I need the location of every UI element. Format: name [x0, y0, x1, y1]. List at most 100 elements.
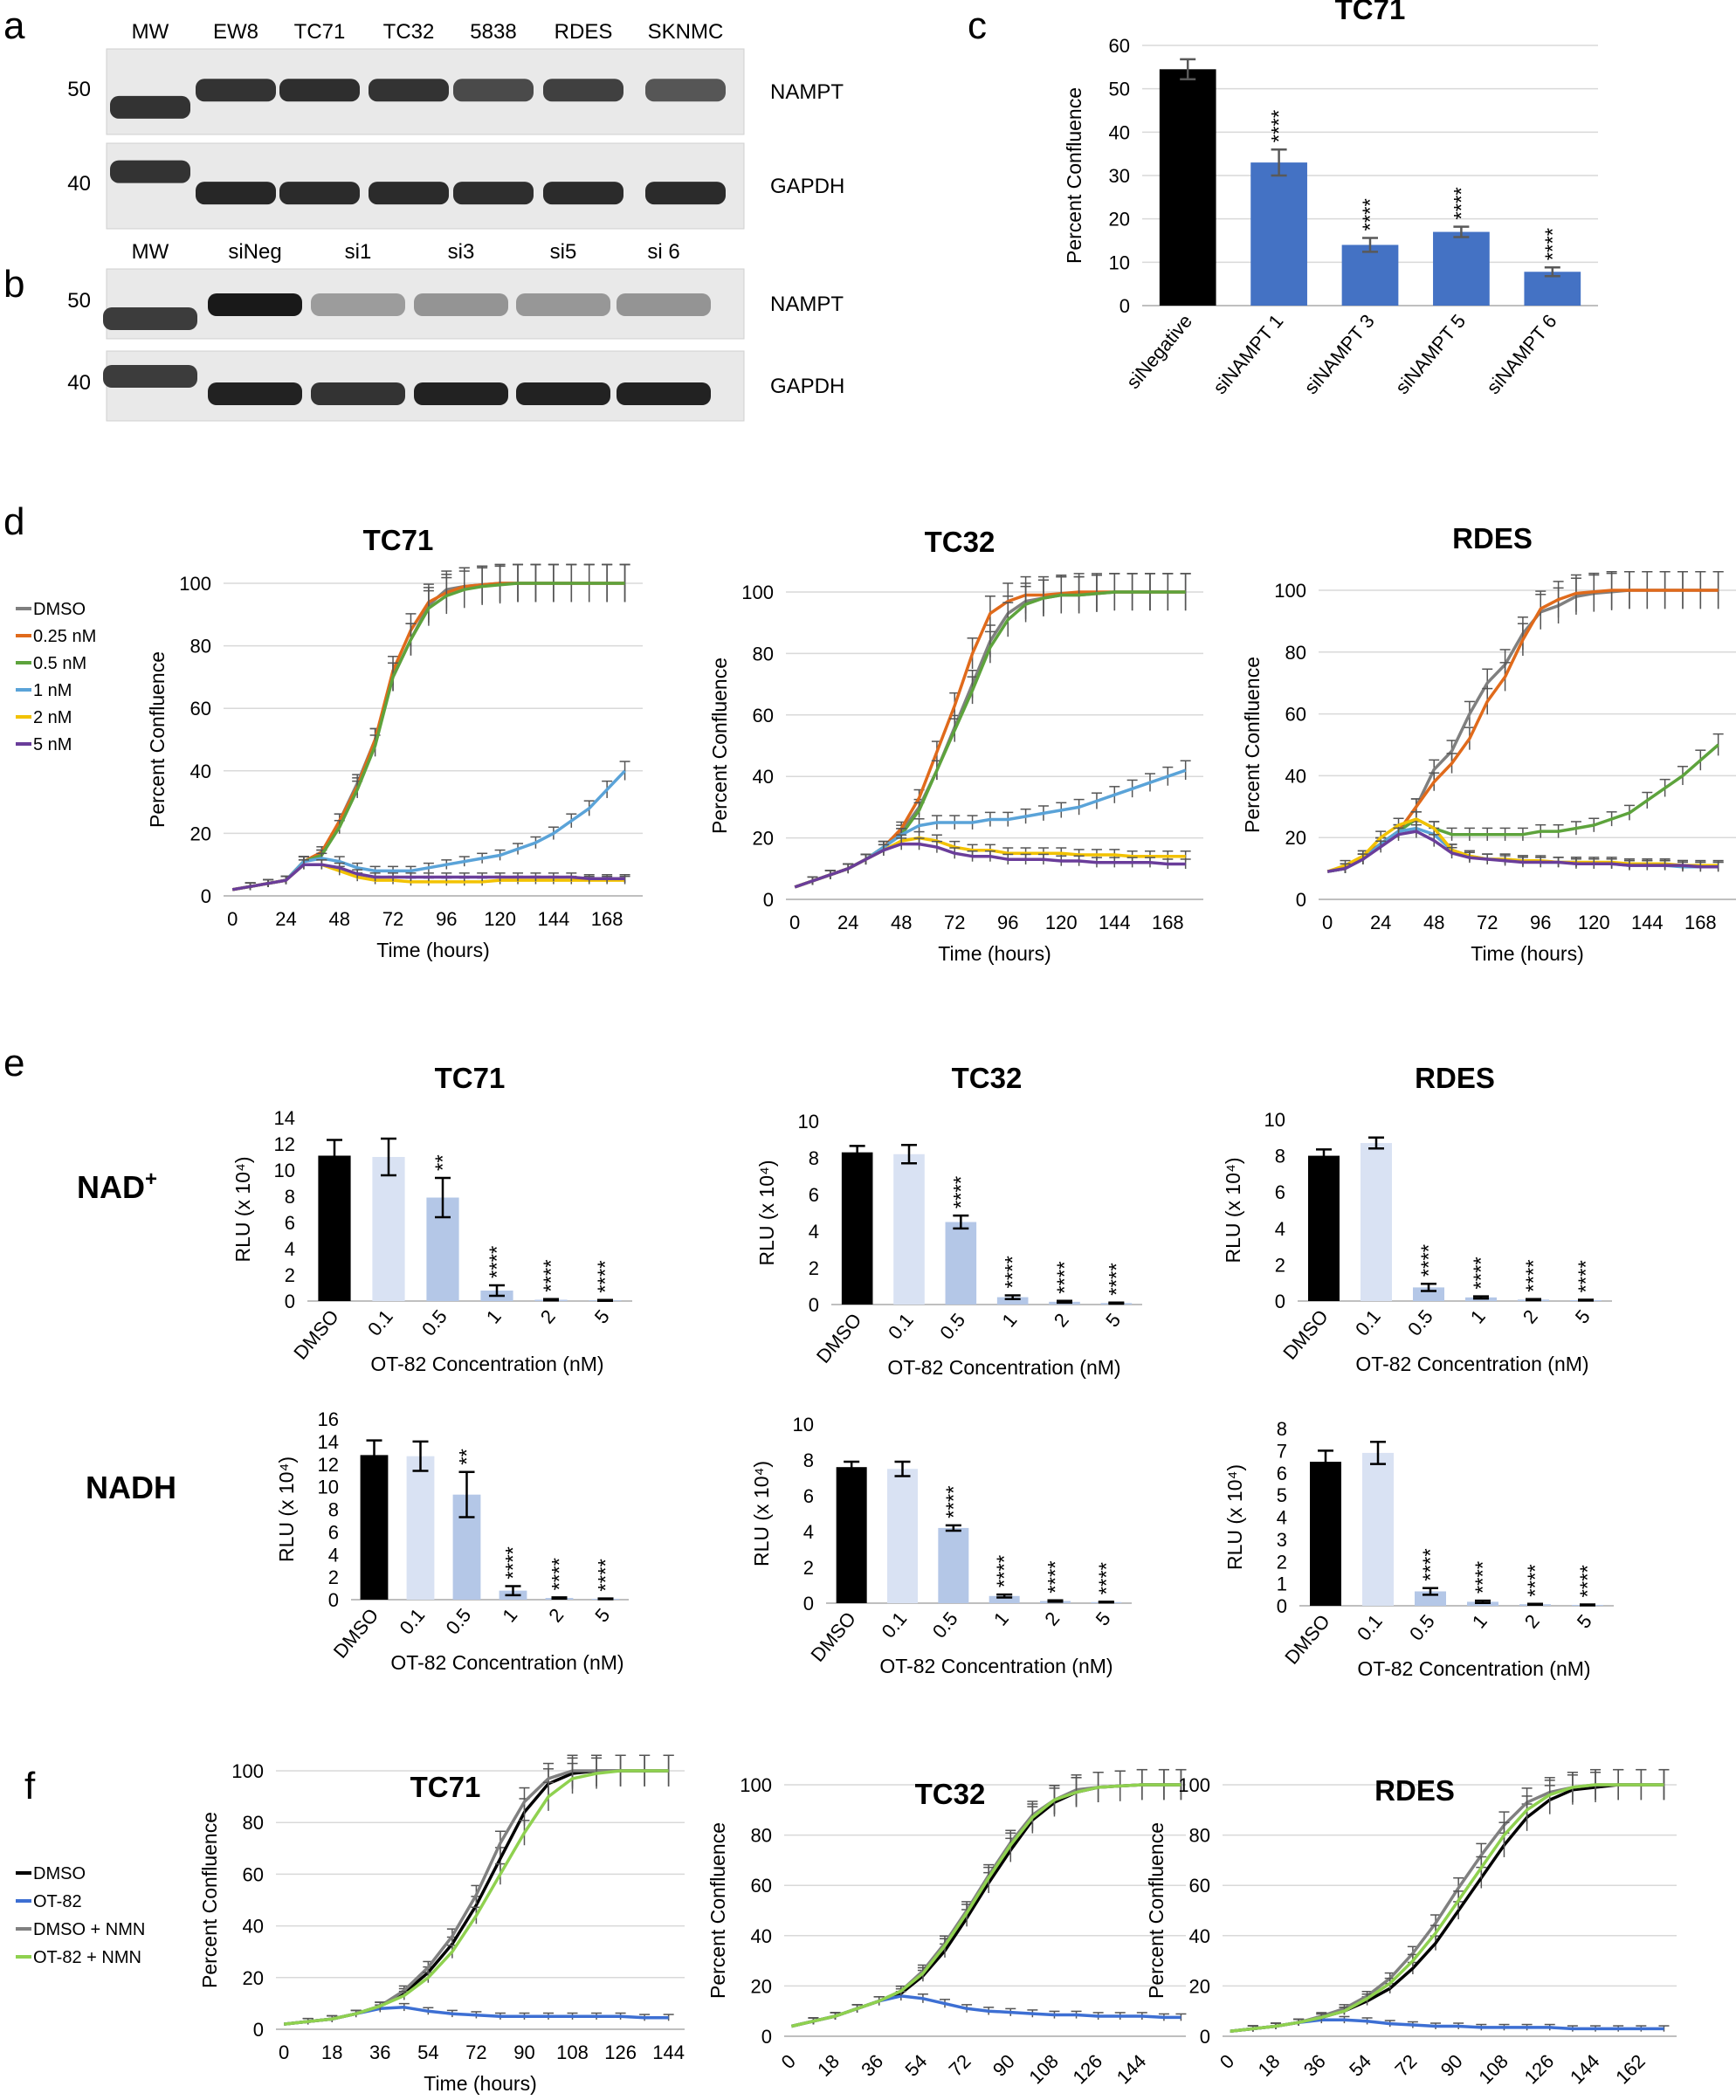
x-tick-label: siNAMPT 6: [1482, 310, 1560, 398]
bar: [1159, 69, 1216, 306]
x-tick-label: DMSO: [1278, 1305, 1333, 1364]
series-dmso: [791, 1768, 1187, 2028]
protein-label: NAMPT: [770, 293, 844, 316]
bar: [318, 1155, 351, 1301]
lane-label: TC32: [383, 20, 435, 44]
y-tick-label: 10: [793, 1414, 814, 1436]
y-axis-label: Percent Confluence: [1241, 657, 1264, 833]
chart-f2: 0 20 40 60 80 100 0 18 36 54 72 90 108 126 144 Percent …: [706, 1768, 1187, 2100]
series-ot-82: [791, 1990, 1187, 2028]
y-tick-label: 20: [243, 1967, 264, 1989]
x-tick-label: DMSO: [1280, 1610, 1334, 1669]
x-tick-label: 144: [1113, 2050, 1151, 2089]
x-tick-label: 126: [1520, 2050, 1559, 2089]
legend-label: 1 nM: [33, 681, 72, 700]
y-tick-label: 5: [1277, 1484, 1287, 1506]
series-ot-82-nmn: [1230, 1768, 1670, 2033]
x-tick-label: siNAMPT 3: [1299, 310, 1378, 398]
legend-label: DMSO + NMN: [33, 1920, 145, 1939]
y-tick-label: 20: [1109, 209, 1130, 231]
bar: [1250, 162, 1307, 306]
significance-label: ****: [502, 1546, 526, 1579]
y-tick-label: 40: [751, 1925, 772, 1947]
chart-title: TC71: [363, 524, 434, 556]
x-tick-label: 0.5: [1405, 1610, 1439, 1645]
series-ot-82-nmn: [284, 1754, 674, 2026]
x-axis-label: Time (Hours): [927, 2098, 1043, 2100]
x-axis-label: OT-82 Concentration (nM): [390, 1651, 623, 1674]
series-line: [791, 1783, 1181, 2028]
legend-label: 0.5 nM: [33, 654, 86, 673]
y-axis-label: RLU (x 10⁴): [1222, 1157, 1244, 1263]
x-tick-label: DMSO: [289, 1305, 343, 1364]
significance-label: ****: [942, 1485, 966, 1518]
y-tick-label: 80: [751, 1825, 772, 1847]
y-tick-label: 80: [243, 1812, 264, 1834]
y-tick-label: 30: [1109, 165, 1130, 187]
significance-label: ****: [1574, 1260, 1598, 1292]
x-tick-label: 1: [997, 1309, 1021, 1331]
x-tick-label: 1: [498, 1604, 521, 1626]
x-tick-label: 2: [544, 1604, 568, 1626]
y-tick-label: 8: [328, 1499, 339, 1521]
series-line: [284, 1769, 669, 2026]
x-tick-label: 48: [891, 912, 912, 933]
significance-label: ****: [1576, 1565, 1600, 1597]
protein-band: [617, 293, 711, 316]
x-tick-label: 5: [1571, 1305, 1595, 1327]
y-tick-label: 40: [243, 1916, 264, 1938]
y-tick-label: 6: [803, 1485, 814, 1507]
legend-label: 0.25 nM: [33, 627, 96, 646]
y-tick-label: 40: [1189, 1925, 1210, 1947]
mw-marker-label: 50: [67, 78, 91, 101]
series-0-5-nm: [794, 573, 1191, 889]
x-axis-label: Time (hours): [1393, 2098, 1506, 2100]
legend-label: OT-82: [33, 1892, 82, 1911]
y-tick-label: 40: [1285, 765, 1306, 787]
mw-marker-label: 40: [67, 371, 91, 395]
significance-label: ****: [1268, 110, 1292, 142]
y-tick-label: 2: [809, 1257, 819, 1279]
row-label-nadh: NADH: [86, 1470, 176, 1505]
x-tick-label: 168: [1684, 912, 1717, 933]
significance-label: ****: [1095, 1562, 1119, 1594]
series-dmso-nmn: [1230, 1768, 1670, 2033]
y-tick-label: 0: [201, 885, 211, 907]
y-tick-label: 60: [753, 705, 774, 726]
y-tick-label: 100: [179, 573, 211, 595]
significance-label: ****: [1541, 228, 1565, 260]
x-tick-label: 0.1: [1353, 1610, 1387, 1645]
y-tick-label: 14: [318, 1431, 339, 1453]
significance-label: ****: [594, 1260, 617, 1292]
series-0-5-nm: [231, 563, 630, 892]
x-axis-label: OT-82 Concentration (nM): [1355, 1353, 1588, 1375]
series-line: [1326, 830, 1719, 873]
y-tick-label: 14: [274, 1107, 295, 1129]
x-tick-label: siNAMPT 1: [1209, 310, 1287, 398]
x-tick-label: 54: [1345, 2050, 1375, 2081]
chart-c: 0 10 20 30 40 50 60 Percent Confluence siNegativ…: [1063, 0, 1598, 398]
legend-label: DMSO: [33, 1864, 86, 1883]
protein-band: [645, 182, 726, 205]
y-tick-label: 8: [809, 1147, 819, 1169]
x-tick-label: 48: [329, 908, 350, 930]
protein-label: GAPDH: [770, 175, 844, 198]
bar: [836, 1467, 867, 1603]
x-tick-label: 108: [1474, 2050, 1512, 2089]
legend-label: DMSO: [33, 600, 86, 619]
series-5-nm: [231, 859, 630, 892]
protein-band: [369, 182, 449, 205]
panel-letter-b: b: [3, 263, 24, 306]
significance-label: ****: [1417, 1244, 1441, 1277]
y-tick-label: 8: [1277, 1418, 1287, 1440]
bar: [360, 1455, 389, 1600]
x-tick-label: 48: [1423, 912, 1444, 933]
y-tick-label: 80: [190, 636, 211, 658]
series-dmso: [231, 563, 630, 892]
y-tick-label: 20: [190, 823, 211, 844]
significance-label: ****: [1522, 1259, 1546, 1291]
significance-label: ****: [1471, 1561, 1495, 1594]
